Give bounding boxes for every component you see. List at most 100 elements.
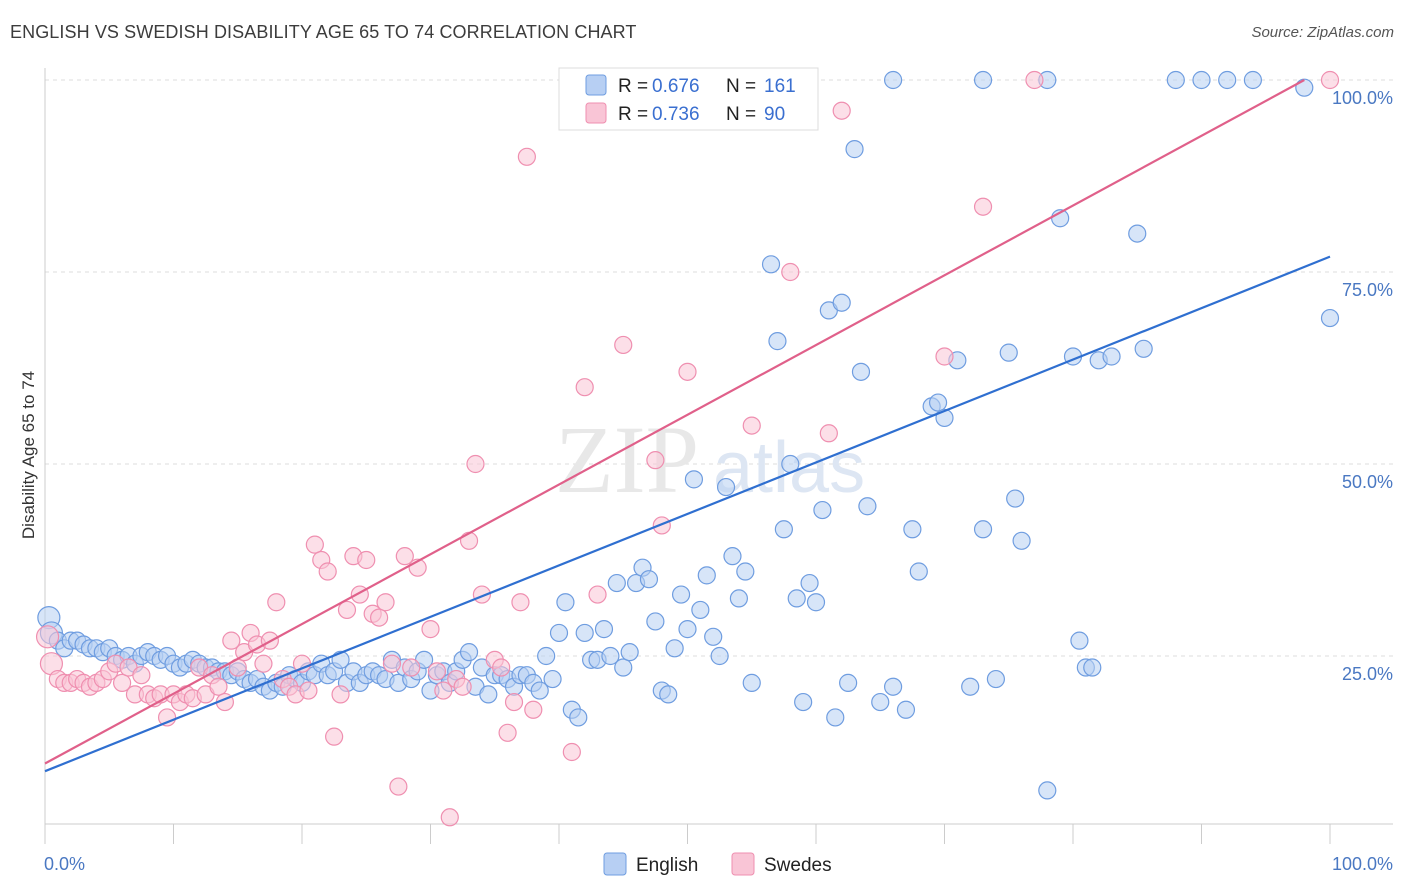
point-swedes-84: [819, 424, 838, 443]
point-swedes-72: [511, 593, 530, 612]
point-english-151: [1134, 339, 1153, 358]
point-swedes-73: [517, 147, 536, 166]
bottom-legend-swatch-swedes: [731, 852, 755, 876]
point-english-126: [858, 497, 877, 516]
point-swedes-66: [466, 454, 485, 474]
point-swedes-86: [935, 347, 954, 366]
point-english-95: [646, 612, 665, 631]
point-english-116: [794, 692, 813, 712]
point-swedes-77: [588, 585, 607, 604]
point-swedes-50: [357, 550, 376, 570]
bottom-legend-swatch-english: [603, 852, 627, 876]
y-tick-label-0: 25.0%: [1342, 664, 1393, 684]
point-swedes-41: [299, 681, 318, 700]
point-english-81: [556, 593, 575, 612]
point-english-145: [1070, 631, 1089, 650]
point-swedes-52: [370, 608, 389, 627]
point-swedes-53: [376, 593, 395, 612]
point-swedes-64: [453, 677, 472, 696]
point-swedes-74: [524, 700, 543, 719]
point-english-88: [601, 646, 620, 666]
point-swedes-62: [440, 808, 459, 827]
point-swedes-36: [267, 593, 286, 612]
point-swedes-44: [318, 562, 337, 581]
y-axis-title: Disability Age 65 to 74: [19, 371, 38, 539]
legend-r-label-swedes: R =: [618, 104, 648, 125]
legend-r-value-swedes: 0.736: [652, 104, 700, 125]
point-swedes-46: [331, 685, 350, 704]
point-english-149: [1102, 347, 1121, 366]
point-english-98: [665, 639, 684, 658]
point-english-100: [678, 620, 697, 639]
bottom-legend: English Swedes: [603, 852, 832, 876]
y-tick-label-1: 50.0%: [1342, 472, 1393, 492]
x-tick-label-0: 0.0%: [44, 854, 85, 874]
point-english-142: [1038, 781, 1057, 800]
legend-n-value-swedes: 90: [764, 104, 785, 125]
point-english-97: [659, 685, 678, 704]
watermark: ZIP atlas: [555, 406, 865, 513]
point-english-79: [543, 669, 562, 689]
point-swedes-40: [292, 654, 312, 673]
point-swedes-70: [498, 723, 517, 742]
point-english-130: [903, 520, 922, 539]
point-swedes-15: [132, 666, 151, 685]
point-english-156: [1295, 78, 1314, 97]
point-english-107: [723, 547, 742, 566]
chart-title: ENGLISH VS SWEDISH DISABILITY AGE 65 TO …: [10, 22, 637, 42]
source-label: Source: ZipAtlas.com: [1251, 24, 1394, 41]
legend-n-value-english: 161: [764, 76, 796, 97]
data-points: [35, 70, 1340, 827]
point-swedes-82: [742, 416, 761, 435]
point-english-153: [1192, 70, 1211, 90]
point-english-105: [710, 646, 729, 666]
point-english-136: [961, 677, 980, 696]
point-english-108: [729, 589, 749, 608]
point-english-78: [537, 646, 556, 666]
point-english-83: [569, 708, 588, 727]
trend-lines: [44, 79, 1331, 773]
x-tick-label-1: 100.0%: [1332, 854, 1393, 874]
legend-r-label-english: R =: [618, 76, 648, 97]
point-swedes-76: [575, 378, 594, 397]
point-swedes-60: [427, 662, 447, 681]
point-english-159: [973, 70, 993, 90]
point-swedes-75: [562, 742, 581, 762]
point-english-103: [697, 566, 716, 585]
bottom-legend-swedes: Swedes: [764, 855, 832, 876]
point-swedes-27: [209, 677, 228, 696]
point-swedes-54: [382, 654, 402, 673]
point-swedes-57: [402, 658, 421, 677]
bottom-legend-english: English: [636, 855, 698, 876]
point-swedes-61: [434, 681, 453, 700]
point-english-111: [761, 255, 781, 274]
point-english-123: [839, 673, 858, 692]
point-swedes-45: [325, 727, 344, 746]
point-english-99: [671, 585, 691, 604]
y-tick-label-2: 75.0%: [1342, 280, 1393, 300]
trend-line-english: [44, 255, 1331, 773]
point-swedes-55: [389, 777, 408, 796]
point-english-90: [614, 658, 633, 677]
legend-swatch-english: [585, 74, 607, 96]
point-english-115: [787, 589, 806, 608]
point-english-140: [1006, 489, 1025, 508]
point-english-87: [594, 620, 614, 639]
grid-lines: [45, 79, 1393, 657]
point-english-147: [1083, 658, 1102, 677]
point-english-80: [549, 623, 569, 643]
point-swedes-59: [421, 620, 440, 639]
point-swedes-69: [492, 658, 511, 677]
trend-line-swedes: [44, 79, 1305, 765]
point-english-122: [832, 293, 851, 312]
point-english-128: [883, 677, 903, 696]
legend: R = 0.676 N = 161 R = 0.736 N = 90: [558, 67, 819, 131]
point-swedes-80: [652, 516, 671, 535]
point-english-138: [986, 669, 1006, 689]
legend-r-value-english: 0.676: [652, 76, 700, 97]
point-english-113: [774, 520, 793, 539]
point-english-155: [1243, 70, 1263, 90]
legend-swatch-swedes: [585, 102, 607, 124]
point-english-129: [896, 700, 916, 719]
point-swedes-78: [614, 335, 633, 355]
